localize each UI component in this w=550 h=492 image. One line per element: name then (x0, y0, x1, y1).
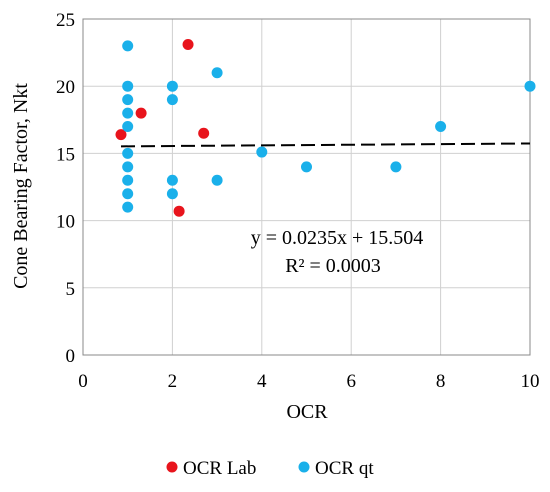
trendline-equation: y = 0.0235x + 15.504 (251, 227, 424, 249)
plot-area-frame (82, 18, 531, 356)
r-squared-label: R² = 0.0003 (285, 255, 381, 277)
point-ocr-qt-20 (524, 80, 536, 92)
data-points (115, 39, 536, 217)
point-ocr-qt-10 (166, 80, 178, 92)
point-ocr-qt-8 (122, 188, 134, 200)
point-ocr-qt-15 (211, 174, 223, 186)
legend-marker-ocr-qt (298, 461, 310, 473)
grid-lines (82, 18, 531, 356)
point-ocr-qt-16 (256, 146, 268, 158)
x-tick-labels: 0 2 4 6 8 10 (78, 371, 539, 392)
point-ocr-qt-19 (435, 121, 447, 133)
y-tick-label-5: 25 (56, 10, 75, 31)
point-ocr-lab-4 (198, 127, 210, 139)
point-ocr-qt-14 (211, 67, 223, 79)
y-tick-label-3: 15 (56, 144, 75, 165)
point-ocr-qt-2 (122, 94, 134, 106)
point-ocr-lab-0 (115, 129, 127, 141)
point-ocr-qt-7 (122, 174, 134, 186)
point-ocr-qt-9 (122, 201, 134, 213)
point-ocr-lab-1 (135, 107, 147, 119)
x-tick-label-1: 2 (168, 371, 178, 392)
legend-marker-ocr-lab (166, 461, 178, 473)
y-tick-label-4: 20 (56, 77, 75, 98)
point-ocr-qt-0 (122, 40, 134, 52)
y-tick-label-2: 10 (56, 212, 75, 233)
x-axis-title: OCR (286, 401, 328, 423)
legend: OCR Lab OCR qt (166, 458, 374, 479)
trendline (120, 142, 531, 148)
y-tick-label-0: 0 (66, 346, 76, 367)
legend-label-ocr-qt: OCR qt (315, 458, 374, 479)
x-tick-label-3: 6 (346, 371, 356, 392)
x-tick-label-4: 8 (436, 371, 446, 392)
y-tick-labels: 0 5 10 15 20 25 (56, 10, 75, 367)
point-ocr-qt-11 (166, 94, 178, 106)
point-ocr-qt-6 (122, 161, 134, 173)
point-ocr-qt-5 (122, 147, 134, 159)
x-tick-label-2: 4 (257, 371, 267, 392)
y-tick-label-1: 5 (66, 279, 76, 300)
x-tick-label-0: 0 (78, 371, 88, 392)
point-ocr-lab-3 (182, 39, 194, 51)
point-ocr-qt-18 (390, 161, 402, 173)
point-ocr-qt-1 (122, 80, 134, 92)
point-ocr-qt-3 (122, 107, 134, 119)
legend-label-ocr-lab: OCR Lab (183, 458, 256, 479)
point-ocr-qt-4 (122, 121, 134, 133)
y-axis-title: Cone Bearing Factor, Nkt (10, 83, 32, 289)
point-ocr-qt-13 (166, 188, 178, 200)
point-ocr-qt-17 (301, 161, 312, 173)
point-ocr-qt-12 (166, 174, 178, 186)
x-tick-label-5: 10 (521, 371, 540, 392)
point-ocr-lab-2 (173, 205, 185, 217)
